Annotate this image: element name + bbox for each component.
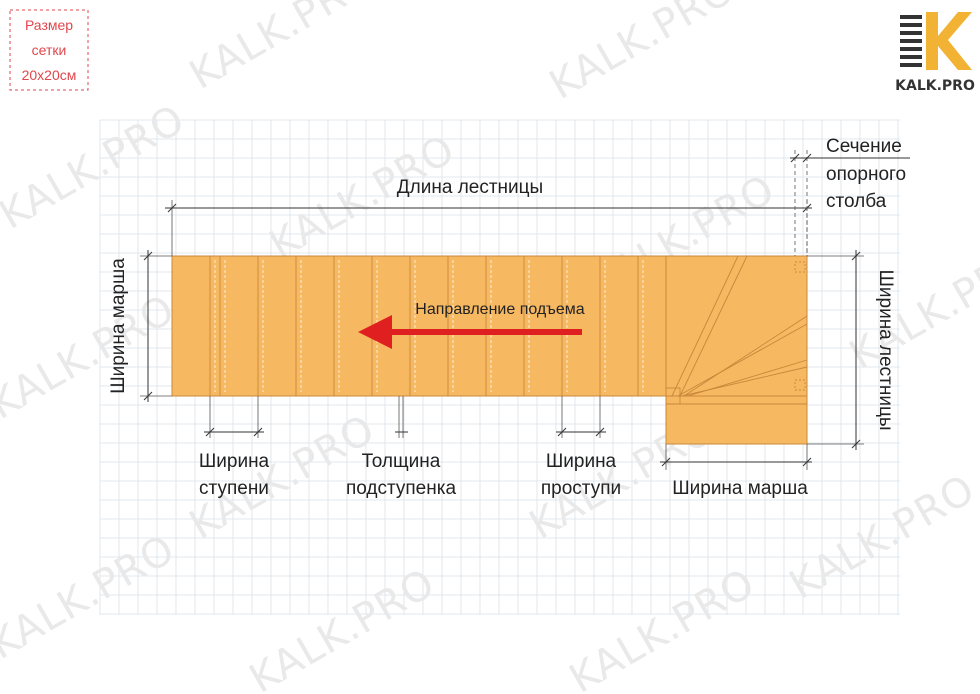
tread-width-label-2: ступени [199,478,269,499]
grid-note-line-2: сетки [32,42,67,58]
grid-note-line-1: Размер [25,17,73,33]
dimension-stair-width-right: Ширина лестницы [807,250,896,450]
stair-length-label: Длина лестницы [397,177,543,198]
logo-text: KALK.PRO [895,78,975,94]
straight-flight [171,255,667,397]
dimension-post-section: Сечение опорного столба [790,136,910,256]
winder-lines [665,255,808,405]
dimension-riser-thickness: Толщина подступенка [346,396,457,499]
watermark: KALK.PRO [542,0,743,109]
going-width-label-2: проступи [541,478,621,499]
grid-size-note: Размер сетки 20х20см [9,9,89,91]
stair-plan: Направление подъема [171,255,808,445]
tread-width-label-1: Ширина [199,451,270,472]
watermark: KALK.PRO [242,560,443,694]
rise-direction-arrow [358,315,582,349]
post-section-label-3: столба [826,191,887,212]
stair-width-right-label: Ширина лестницы [875,269,896,430]
logo-mark-icon [900,12,972,70]
flight-width-left-label: Ширина марша [108,258,129,394]
post-section-label-2: опорного [826,164,906,185]
going-width-label-1: Ширина [546,451,617,472]
kalk-pro-logo: KALK.PRO [895,12,975,94]
watermark: KALK.PRO [0,286,183,429]
dimension-going-width: Ширина проступи [541,396,621,499]
post-section-label-1: Сечение [826,136,902,157]
riser-thickness-label-1: Толщина [362,451,441,472]
watermark: KALK.PRO [182,0,383,99]
grid-note-line-3: 20х20см [22,67,77,83]
watermark: KALK.PRO [782,466,980,609]
rise-direction-label: Направление подъема [415,301,584,318]
dimension-tread-width: Ширина ступени [199,396,270,499]
winder-landing [665,255,808,445]
watermark: KALK.PRO [562,560,763,694]
tread-lines [209,256,644,396]
riser-thickness-label-2: подступенка [346,478,457,499]
dimension-flight-width-left: Ширина марша [108,250,172,402]
watermark: KALK.PRO [842,236,980,379]
flight-width-bottom-label: Ширина марша [672,478,808,499]
dimension-stair-length: Длина лестницы [165,177,812,256]
watermark: KALK.PRO [0,526,183,669]
watermark: KALK.PRO [0,96,193,239]
dimension-flight-width-bottom: Ширина марша [660,444,812,499]
